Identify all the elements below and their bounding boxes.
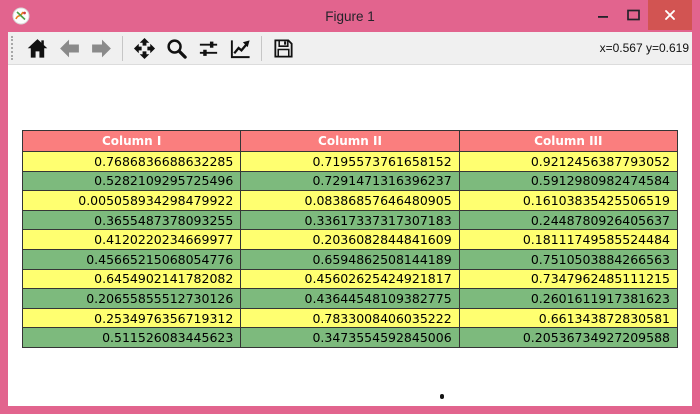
minimize-icon [598,16,608,18]
table-cell: 0.45665215068054776 [21,248,242,270]
table-row: 0.5282109295725496 0.7291471316396237 0.… [21,170,679,192]
zoom-button[interactable] [161,34,191,63]
save-button[interactable] [268,34,298,63]
table-cell: 0.2036082844841609 [240,229,460,250]
table-cell: 0.7347962485111215 [458,268,679,290]
forward-button[interactable] [86,34,116,63]
table-cell: 0.6454902141782082 [21,268,242,290]
table-cell: 0.16103835425506519 [458,190,679,211]
minimize-button[interactable] [588,0,618,30]
table-cell: 0.08386857646480905 [240,190,460,211]
close-icon [665,10,675,20]
table-cell: 0.43644548109382775 [240,288,460,309]
table-row: 0.005058934298479922 0.08386857646480905… [21,190,679,211]
toolbar-drag-handle[interactable] [11,36,15,60]
home-button[interactable] [22,34,52,63]
table-cell: 0.7195573761658152 [240,151,460,172]
table-row: 0.45665215068054776 0.6594862508144189 0… [21,248,679,270]
table-cell: 0.2601611917381623 [458,288,679,309]
table-row: 0.7686836688632285 0.7195573761658152 0.… [21,151,679,172]
table-cell: 0.20536734927209588 [458,327,679,348]
table-row: 0.6454902141782082 0.45602625424921817 0… [21,268,679,290]
table-cell: 0.2534976356719312 [21,307,242,329]
table-cell: 0.7833008406035222 [240,307,460,329]
table-cell: 0.3655487378093255 [21,209,242,231]
mouse-cursor-dot [440,394,444,399]
table-cell: 0.511526083445623 [21,327,242,348]
table-cell: 0.7291471316396237 [240,170,460,192]
table-cell: 0.45602625424921817 [240,268,460,290]
matplotlib-logo-icon [12,7,30,25]
data-table: Column I Column II Column III 0.76868366… [21,130,679,348]
pan-arrows-icon [133,37,155,59]
magnifier-icon [166,38,187,59]
window-controls [588,0,692,30]
back-button[interactable] [54,34,84,63]
sliders-icon [199,41,217,56]
table-cell: 0.5282109295725496 [21,170,242,192]
maximize-icon [626,9,640,21]
toolbar-separator [122,35,123,61]
navigation-toolbar: x=0.567 y=0.619 [8,32,692,65]
line-chart-icon [230,39,250,58]
table-cell: 0.20655855512730126 [21,288,242,309]
table-cell: 0.6594862508144189 [240,248,460,270]
table-cell: 0.33617337317307183 [240,209,460,231]
table-header-row: Column I Column II Column III [21,130,679,152]
column-header: Column I [21,130,242,152]
forward-arrow-icon [91,39,111,57]
table-cell: 0.5912980982474584 [458,170,679,192]
table-cell: 0.18111749585524484 [458,229,679,250]
table-cell: 0.661343872830581 [458,307,679,329]
figure-canvas[interactable]: Column I Column II Column III 0.76868366… [8,65,692,406]
home-icon [27,38,47,58]
column-header: Column II [240,130,460,152]
table-row: 0.3655487378093255 0.33617337317307183 0… [21,209,679,231]
cursor-coordinates: x=0.567 y=0.619 [599,41,689,55]
close-button[interactable] [648,0,692,30]
table-cell: 0.4120220234669977 [21,229,242,250]
table-row: 0.511526083445623 0.3473554592845006 0.2… [21,327,679,348]
toolbar-separator [261,35,262,61]
customize-axes-button[interactable] [225,34,255,63]
table-row: 0.20655855512730126 0.43644548109382775 … [21,288,679,309]
configure-subplots-button[interactable] [193,34,223,63]
column-header: Column III [458,130,679,152]
table-row: 0.2534976356719312 0.7833008406035222 0.… [21,307,679,329]
table-cell: 0.2448780926405637 [458,209,679,231]
window-title: Figure 1 [325,8,375,24]
table-cell: 0.3473554592845006 [240,327,460,348]
title-bar[interactable]: Figure 1 [0,0,700,32]
maximize-button[interactable] [618,0,648,30]
table-row: 0.4120220234669977 0.2036082844841609 0.… [21,229,679,250]
pan-button[interactable] [129,34,159,63]
table-cell: 0.9212456387793052 [458,151,679,172]
floppy-disk-icon [273,38,293,58]
back-arrow-icon [59,39,79,57]
table-cell: 0.7510503884266563 [458,248,679,270]
table-cell: 0.7686836688632285 [21,151,242,172]
table-cell: 0.005058934298479922 [21,190,242,211]
